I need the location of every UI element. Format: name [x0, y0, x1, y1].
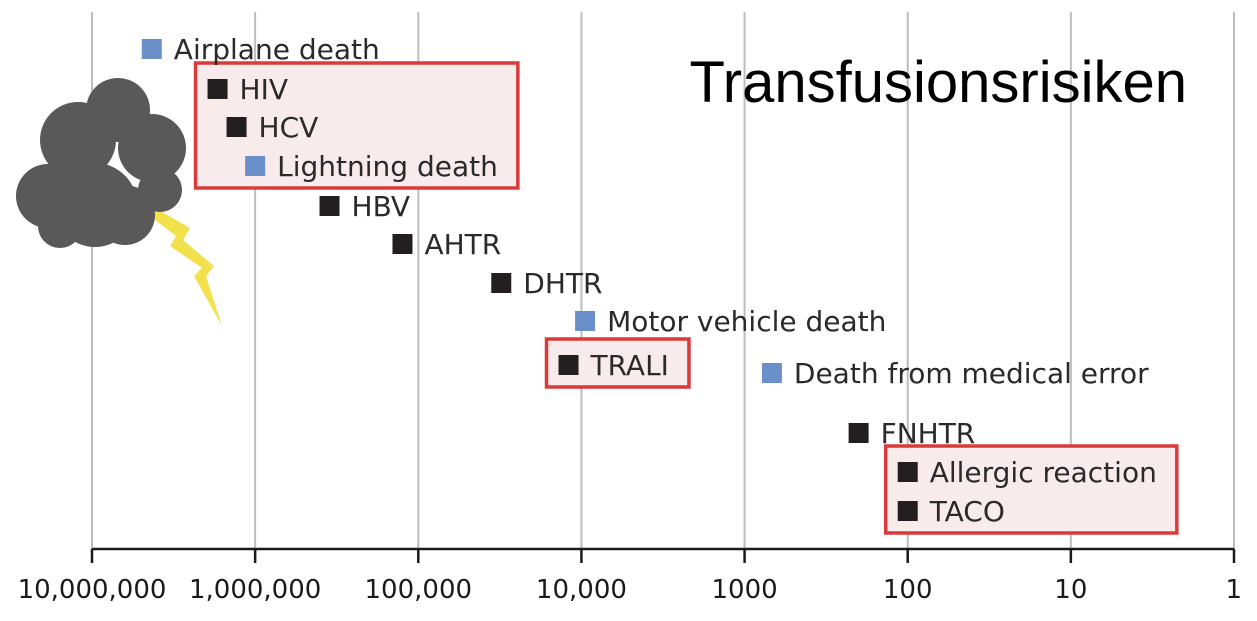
point-label: FNHTR	[881, 417, 976, 450]
point-marker	[761, 363, 782, 383]
point-label: HCV	[259, 111, 319, 144]
point-label: HIV	[240, 73, 288, 106]
point-label: Lightning death	[277, 150, 498, 183]
x-tick-label: 100,000	[365, 575, 473, 605]
point-marker	[575, 311, 596, 331]
x-axis: 10,000,000 1,000,000 100,000 10,000 1000 100 1…	[18, 547, 1242, 605]
point-marker	[392, 234, 413, 254]
data-points: Airplane death HIV HCV Lightning death HBV AH…	[141, 33, 1157, 528]
point-label: HBV	[352, 190, 411, 223]
point-marker	[245, 156, 266, 176]
x-tick-label: 1,000,000	[189, 575, 321, 605]
point-fnhtr: FNHTR	[848, 417, 976, 450]
point-label: DHTR	[523, 267, 602, 300]
point-motor-vehicle-death: Motor vehicle death	[575, 305, 886, 338]
point-taco: TACO	[897, 495, 1005, 528]
point-hiv: HIV	[207, 73, 288, 106]
point-marker	[848, 423, 869, 443]
point-marker	[897, 501, 918, 521]
highlight-boxes	[193, 61, 1179, 535]
point-label: Airplane death	[174, 33, 380, 66]
point-hbv: HBV	[319, 190, 411, 223]
point-label: TRALI	[590, 349, 669, 382]
point-marker	[491, 273, 512, 293]
point-dhtr: DHTR	[491, 267, 602, 300]
x-tick-label: 10,000	[536, 575, 627, 605]
point-hcv: HCV	[226, 111, 319, 144]
point-ahtr: AHTR	[392, 228, 501, 261]
point-lightning-death: Lightning death	[245, 150, 498, 183]
x-tick-label: 1	[1225, 575, 1242, 605]
point-label: Motor vehicle death	[607, 305, 886, 338]
x-tick-label: 10	[1054, 575, 1087, 605]
point-label: AHTR	[424, 228, 501, 261]
point-label: Death from medical error	[794, 357, 1149, 390]
x-tick-label: 100	[883, 575, 933, 605]
point-airplane-death: Airplane death	[141, 33, 380, 66]
point-trali: TRALI	[558, 349, 669, 382]
chart-title: Transfusionsrisiken	[690, 50, 1187, 115]
point-marker	[226, 117, 247, 137]
x-tick-label: 10,000,000	[18, 575, 167, 605]
point-death-from-medical-error: Death from medical error	[761, 357, 1149, 390]
storm-cloud-icon	[16, 78, 222, 326]
point-label: Allergic reaction	[930, 456, 1157, 489]
point-marker	[558, 355, 579, 375]
highlight-box	[883, 444, 1179, 535]
point-marker	[319, 196, 340, 216]
point-allergic-reaction: Allergic reaction	[897, 456, 1157, 489]
point-label: TACO	[929, 495, 1005, 528]
point-marker	[141, 39, 162, 59]
point-marker	[207, 79, 228, 99]
point-marker	[897, 462, 918, 482]
x-tick-label: 1000	[711, 575, 777, 605]
